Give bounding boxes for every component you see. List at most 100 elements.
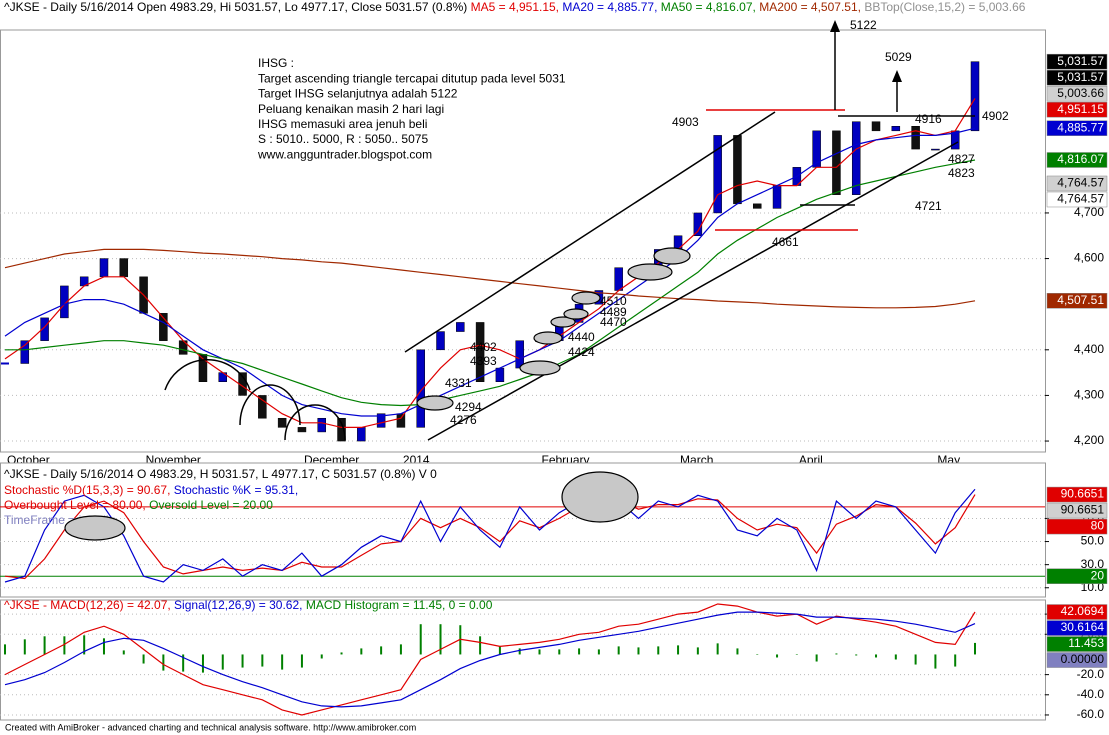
level-label: 4294 — [455, 400, 482, 414]
histogram-bar — [261, 654, 264, 667]
level-label: 4440 — [568, 330, 595, 344]
candle — [396, 413, 406, 428]
y-tick-label: 4,700 — [1074, 205, 1104, 219]
candle — [970, 61, 980, 132]
histogram-bar — [63, 636, 66, 655]
y-tick-label: -40.0 — [1077, 687, 1105, 701]
y-tick-label: -20.0 — [1077, 667, 1105, 681]
annotation: IHSG memasuki area jenuh beli — [258, 117, 427, 131]
histogram-bar — [677, 645, 680, 655]
header-part: BBTop(Close,15,2) = 5,003.66 — [864, 0, 1025, 14]
candle — [297, 427, 307, 433]
candle — [911, 126, 920, 150]
candle — [891, 126, 901, 132]
header-part: MA5 = 4,951.15, — [471, 0, 559, 14]
level-label: 4823 — [948, 166, 975, 180]
header-part: Signal(12,26,9) = 30.62, — [174, 598, 302, 612]
value-box — [1046, 486, 1108, 503]
candle — [258, 395, 267, 419]
y-tick-label: 50.0 — [1081, 534, 1105, 548]
level-label: 4393 — [470, 354, 497, 368]
level-label: 4489 — [600, 305, 627, 319]
header-part: Stochastic %D(15,3,3) = 90.67, — [4, 483, 170, 497]
value-box-label: 4,507.51 — [1057, 293, 1104, 307]
ellipse — [550, 316, 576, 328]
candle — [1, 362, 9, 365]
header-part: MACD Histogram = 11.45, 0 = 0.00 — [306, 598, 493, 612]
candle — [713, 135, 722, 214]
histogram-bar — [162, 654, 165, 671]
candle — [475, 322, 485, 382]
histogram-bar — [795, 654, 798, 655]
value-box-label: 30.6164 — [1061, 620, 1105, 634]
ellipse — [571, 291, 601, 305]
histogram-bar — [914, 654, 917, 665]
ellipse — [563, 308, 589, 320]
candle — [40, 317, 49, 341]
candle — [456, 322, 465, 332]
histogram-bar — [696, 647, 699, 655]
candle — [772, 185, 782, 209]
level-label: 4402 — [470, 340, 497, 354]
header: ^JKSE - Daily 5/16/2014 O 4983.29, H 503… — [4, 467, 437, 481]
channel-line — [427, 141, 959, 441]
y-tick-label: 4,600 — [1074, 251, 1104, 265]
histogram-bar — [439, 624, 442, 655]
panel: 70.050.030.010.0^JKSE - Daily 5/16/2014 … — [0, 462, 1108, 598]
level-label: 4916 — [915, 112, 942, 126]
plot-area — [0, 462, 1046, 598]
histogram-bar — [281, 654, 284, 670]
histogram-bar — [538, 649, 541, 655]
histogram-bar — [716, 643, 719, 655]
candle — [871, 121, 881, 132]
value-box — [1046, 101, 1108, 118]
ellipse — [519, 360, 561, 376]
level-label: 4827 — [948, 152, 975, 166]
header-part: ^JKSE - MACD(12,26) = 42.07, — [4, 598, 171, 612]
candle — [832, 130, 841, 195]
ellipse — [627, 263, 673, 281]
histogram-bar — [419, 624, 422, 655]
value-box — [1046, 152, 1108, 168]
value-box-label: 4,951.15 — [1057, 102, 1104, 116]
value-box-label: 90.6651 — [1061, 487, 1105, 501]
header-part: MA50 = 4,816.07, — [661, 0, 756, 14]
header-part: Stochastic %K = 95.31, — [174, 483, 298, 497]
histogram-bar — [201, 654, 204, 673]
histogram-bar — [479, 636, 482, 655]
value-box-label: 11.453 — [1068, 636, 1104, 650]
header: Stochastic %D(15,3,3) = 90.67, Stochasti… — [4, 483, 298, 497]
level-label: 4902 — [982, 109, 1009, 123]
annotation: S : 5010.. 5000, R : 5050.. 5075 — [258, 132, 428, 146]
candle — [20, 340, 30, 364]
value-box-label: 5,003.66 — [1057, 86, 1104, 100]
histogram-bar — [182, 654, 185, 672]
y-tick-label: 4,300 — [1074, 388, 1104, 402]
histogram-bar — [4, 644, 6, 655]
series-line — [4, 98, 976, 428]
arc — [164, 359, 251, 391]
series-line — [4, 248, 976, 309]
histogram-bar — [241, 654, 244, 668]
candle — [931, 148, 940, 151]
level-label: 4510 — [600, 294, 627, 308]
value-box — [1046, 604, 1108, 620]
value-box — [1046, 85, 1108, 102]
plot-area — [0, 29, 1046, 453]
histogram-bar — [23, 639, 26, 655]
histogram-bar — [934, 654, 937, 669]
histogram-bar — [558, 649, 561, 655]
histogram-bar — [855, 654, 858, 656]
series-line — [5, 159, 976, 407]
histogram-bar — [360, 648, 363, 655]
header-part: MA200 = 4,507.51, — [759, 0, 861, 14]
value-box — [1046, 502, 1108, 519]
histogram-bar — [122, 650, 125, 655]
value-box — [1046, 293, 1108, 309]
value-box — [1046, 120, 1108, 136]
ellipse — [64, 515, 126, 541]
arrow-head — [830, 20, 840, 32]
candle — [693, 212, 703, 237]
series-line — [4, 603, 976, 716]
